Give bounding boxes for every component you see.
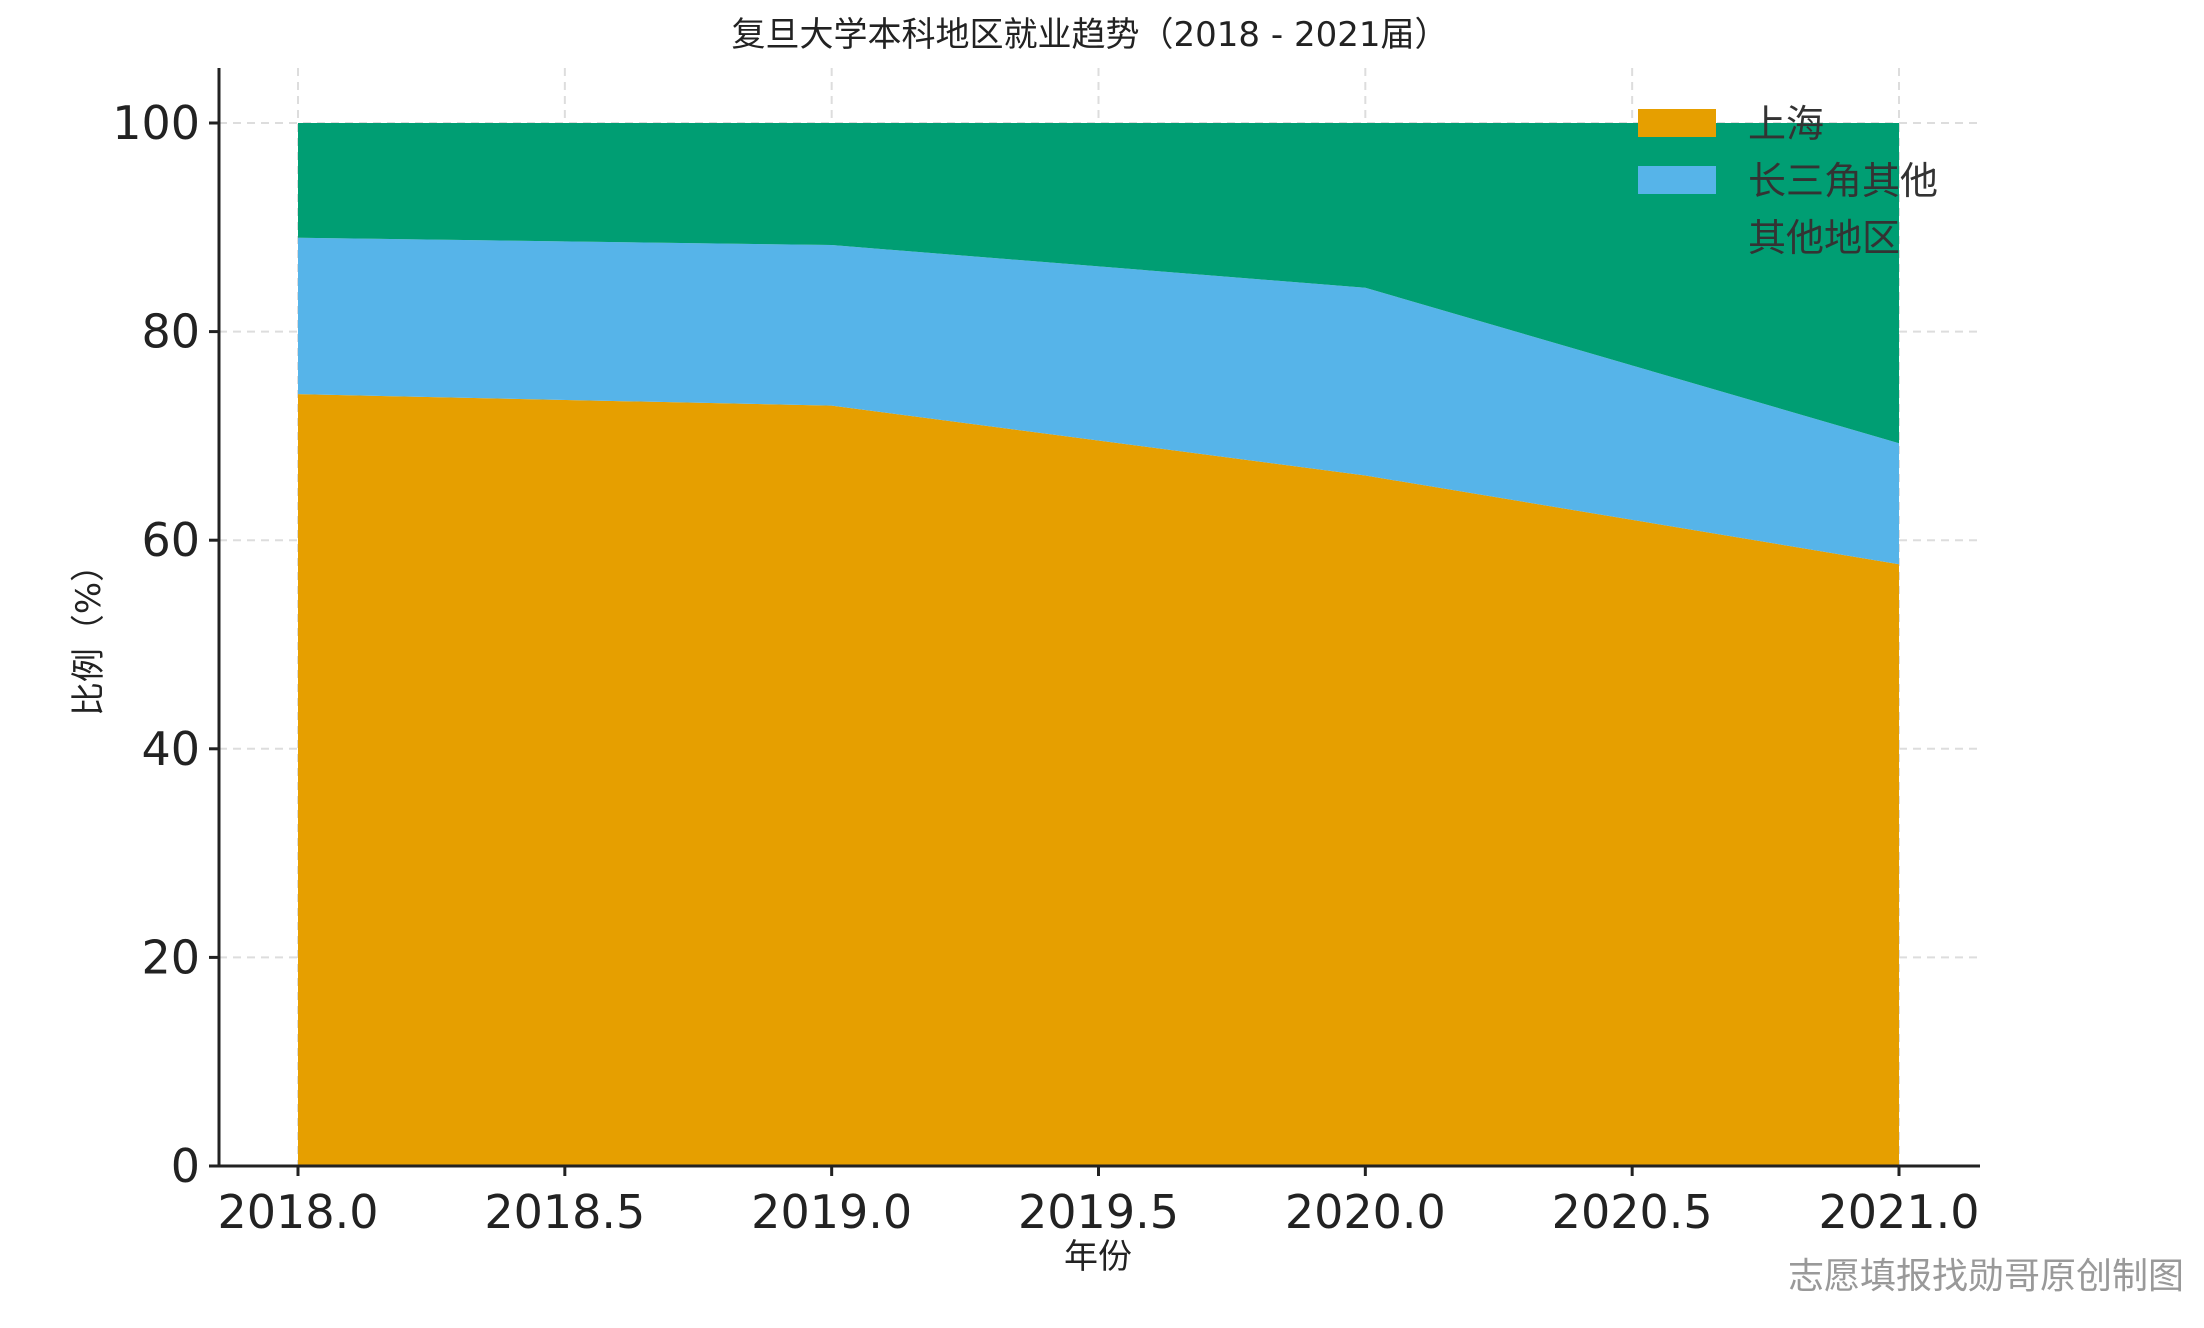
x-tick-label: 2020.0 [1285,1185,1446,1239]
area-3 [298,123,1899,444]
legend-swatch [1638,223,1716,251]
legend-swatch [1638,109,1716,137]
x-tick-label: 2018.5 [484,1185,645,1239]
legend-label: 其他地区 [1748,216,1900,260]
legend-label: 上海 [1748,102,1824,146]
legend-swatch [1638,166,1716,194]
ticks: 2018.0 2018.5 2019.0 2019.5 2020.0 2020.5 2021… [112,96,1979,1239]
x-tick-label: 2019.0 [751,1185,912,1239]
watermark: 志愿填报找勋哥原创制图 [1788,1256,2184,1297]
legend-label: 长三角其他 [1748,159,1938,203]
x-tick-label: 2021.0 [1819,1185,1980,1239]
y-tick-label: 60 [141,513,200,567]
y-tick-label: 80 [141,305,200,359]
area-2 [298,237,1899,565]
x-axis-label: 年份 [1064,1237,1132,1277]
y-tick-label: 40 [141,722,200,776]
x-tick-label: 2019.5 [1018,1185,1179,1239]
y-tick-label: 100 [112,96,200,150]
x-tick-label: 2018.0 [218,1185,379,1239]
x-tick-label: 2020.5 [1552,1185,1713,1239]
y-tick-label: 0 [171,1139,200,1193]
y-axis-label: 比例（%） [69,548,109,716]
areas [298,123,1899,1166]
y-tick-label: 20 [141,930,200,984]
chart-title: 复旦大学本科地区就业趋势（2018 - 2021届） [732,15,1449,55]
area-1 [298,394,1899,1166]
